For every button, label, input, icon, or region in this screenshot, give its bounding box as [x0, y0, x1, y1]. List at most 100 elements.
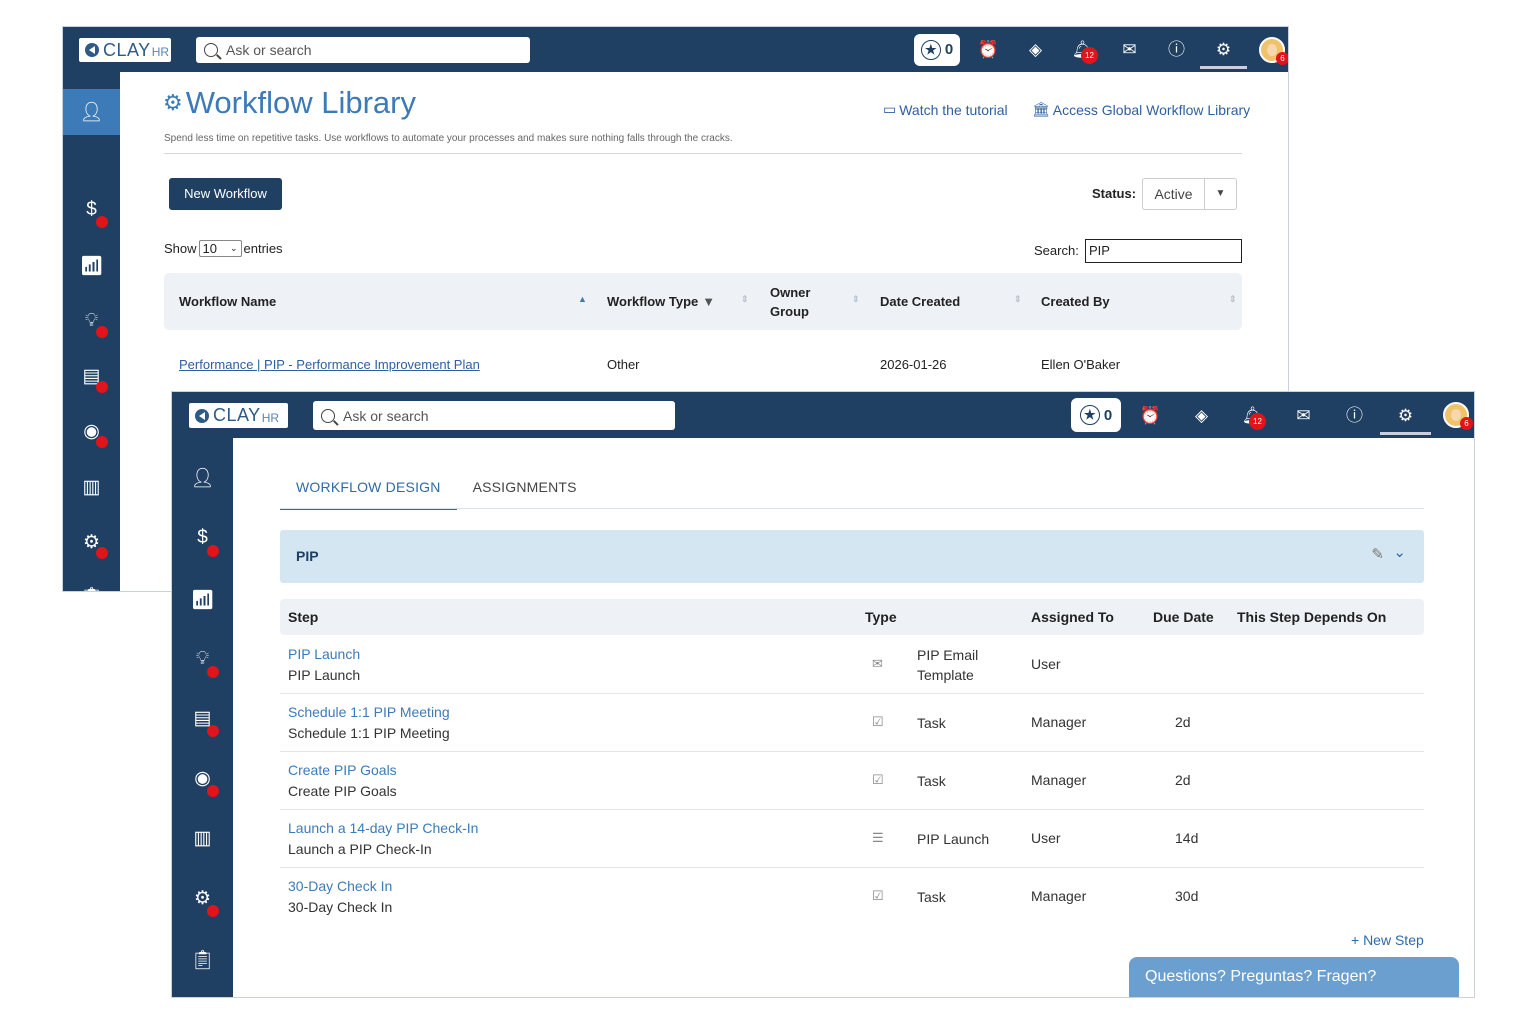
- mail-icon[interactable]: ✉: [1296, 405, 1311, 425]
- status-select[interactable]: Active ▼: [1142, 178, 1237, 210]
- sidebar-item-reports[interactable]: ▥: [63, 467, 120, 507]
- sidebar-item-ideas[interactable]: 💡︎: [63, 301, 120, 341]
- money-doc-icon: $: [86, 199, 97, 220]
- sidebar-item-profile[interactable]: ◉: [63, 411, 120, 451]
- pencil-icon[interactable]: ✎: [1371, 546, 1384, 563]
- step-title-link[interactable]: Create PIP Goals: [288, 762, 397, 778]
- help-icon[interactable]: ⓘ: [1346, 405, 1363, 425]
- sidebar-item-analytics[interactable]: 📶︎: [63, 246, 120, 286]
- layers-icon[interactable]: ◈: [1028, 40, 1043, 59]
- help-icon[interactable]: ⓘ: [1168, 40, 1185, 59]
- col-created-by[interactable]: Created By: [1041, 294, 1110, 309]
- gear-icon[interactable]: ⚙: [1200, 41, 1247, 69]
- sidebar-item-people[interactable]: 👤︎: [172, 458, 233, 498]
- sidebar-item-checklist[interactable]: 📋︎: [63, 577, 120, 591]
- user-circle-icon: ◉: [83, 420, 100, 442]
- workflow-type-cell: Other: [607, 357, 640, 372]
- table-row: 30-Day Check In 30-Day Check In ☑ Task M…: [280, 868, 1424, 926]
- bell-icon[interactable]: 🔔︎12: [1059, 41, 1106, 64]
- page-description: Spend less time on repetitive tasks. Use…: [164, 133, 733, 144]
- money-doc-icon: $: [197, 527, 208, 548]
- bell-icon[interactable]: 🔔︎12: [1227, 407, 1278, 430]
- step-subtitle: Create PIP Goals: [288, 783, 397, 799]
- star-icon: ★: [1079, 405, 1100, 425]
- sort-asc-icon[interactable]: ▲: [578, 294, 587, 304]
- workflow-icon: ⚙: [193, 887, 212, 909]
- sort-icon[interactable]: ⇕: [1014, 294, 1022, 304]
- people-icon: 👤︎: [190, 468, 215, 489]
- entries-select[interactable]: 10 ⌄: [198, 240, 242, 257]
- created-by-cell: Ellen O'Baker: [1041, 357, 1121, 372]
- step-title-link[interactable]: PIP Launch: [288, 646, 361, 662]
- sidebar-item-workflows[interactable]: ⚙: [172, 878, 233, 918]
- sidebar-item-profile[interactable]: ◉: [172, 758, 233, 798]
- search-placeholder: Ask or search: [226, 42, 312, 58]
- top-navbar: CLAY HR Ask or search ★ 0 ⏰ ◈ 🔔︎12 ✉ ⓘ ⚙…: [172, 392, 1474, 438]
- avatar[interactable]: 6: [1443, 402, 1473, 430]
- col-date-created[interactable]: Date Created: [880, 294, 961, 309]
- mail-icon[interactable]: ✉: [1122, 40, 1137, 59]
- logo-text: CLAY: [213, 405, 261, 425]
- user-circle-icon: ◉: [194, 767, 211, 789]
- gear-icon[interactable]: ⚙: [1380, 407, 1431, 435]
- lightbulb-icon: 💡︎: [84, 310, 99, 331]
- sort-icon[interactable]: ⇕: [1229, 294, 1237, 304]
- tab-assignments[interactable]: ASSIGNMENTS: [472, 479, 577, 495]
- clayhr-logo[interactable]: CLAY HR: [79, 38, 171, 62]
- global-search-input[interactable]: Ask or search: [196, 37, 530, 63]
- col-depends-on: This Step Depends On: [1237, 609, 1387, 625]
- sidebar-item-documents[interactable]: ▤: [172, 698, 233, 738]
- new-workflow-button[interactable]: New Workflow: [169, 178, 282, 210]
- avatar[interactable]: 6: [1259, 36, 1288, 65]
- status-value: Active: [1143, 179, 1205, 209]
- sort-icon[interactable]: ⇕: [852, 294, 860, 304]
- table-row: Schedule 1:1 PIP Meeting Schedule 1:1 PI…: [280, 694, 1424, 752]
- col-due-date: Due Date: [1153, 609, 1214, 625]
- step-title-link[interactable]: Schedule 1:1 PIP Meeting: [288, 704, 450, 720]
- alarm-clock-icon[interactable]: ⏰: [977, 40, 1000, 59]
- step-title-link[interactable]: Launch a 14-day PIP Check-In: [288, 820, 479, 836]
- sidebar-item-ideas[interactable]: 💡︎: [172, 639, 233, 679]
- clayhr-logo[interactable]: CLAY HR: [189, 403, 288, 428]
- recognition-button[interactable]: ★ 0: [914, 33, 960, 66]
- global-search-input[interactable]: Ask or search: [313, 401, 675, 430]
- logo-suffix: HR: [151, 45, 170, 59]
- caret-down-icon[interactable]: ▼: [1215, 188, 1226, 199]
- search-icon: [321, 408, 335, 423]
- sidebar-item-reports[interactable]: ▥: [172, 818, 233, 858]
- watch-tutorial-link[interactable]: ▭ Watch the tutorial: [883, 101, 1008, 118]
- col-owner-group[interactable]: Owner Group: [770, 284, 811, 319]
- step-due: 14d: [1175, 830, 1199, 846]
- sidebar-item-compensation[interactable]: $: [172, 518, 233, 558]
- avatar-badge: 6: [1276, 51, 1288, 65]
- sidebar-item-people[interactable]: 👤︎: [63, 89, 120, 135]
- table-search-input[interactable]: PIP: [1085, 239, 1242, 263]
- step-subtitle: 30-Day Check In: [288, 899, 393, 915]
- chat-widget-button[interactable]: Questions? Preguntas? Fragen?: [1129, 957, 1459, 997]
- workflow-name-link[interactable]: Performance | PIP - Performance Improvem…: [179, 357, 480, 372]
- workflow-title: PIP: [296, 548, 319, 564]
- sidebar-item-analytics[interactable]: 📶︎: [172, 580, 233, 620]
- people-icon: 👤︎: [79, 102, 104, 123]
- topbar-icons: ★ 0 ⏰ ◈ 🔔︎12 ✉ ⓘ ⚙ 6: [1071, 392, 1473, 438]
- sidebar-item-documents[interactable]: ▤: [63, 356, 120, 396]
- sidebar-item-checklist[interactable]: 📋︎: [172, 940, 233, 980]
- col-workflow-type[interactable]: Workflow Type ▼: [607, 294, 716, 309]
- avatar-badge: 6: [1460, 417, 1473, 430]
- access-global-library-link[interactable]: 🏛︎ Access Global Workflow Library: [1032, 101, 1251, 118]
- new-step-button[interactable]: + New Step: [1351, 932, 1424, 948]
- sort-icon[interactable]: ⇕: [741, 294, 749, 304]
- chevron-down-icon[interactable]: ⌄: [1393, 544, 1406, 561]
- recognition-button[interactable]: ★ 0: [1071, 398, 1121, 432]
- layers-icon[interactable]: ◈: [1194, 405, 1209, 425]
- workflow-icon: ⚙: [82, 531, 101, 553]
- col-type: Type: [865, 609, 897, 625]
- col-workflow-name[interactable]: Workflow Name: [179, 294, 277, 309]
- alarm-clock-icon[interactable]: ⏰: [1139, 405, 1162, 425]
- step-type-label: PIP Email Template: [917, 647, 979, 683]
- sidebar-item-compensation[interactable]: $: [63, 190, 120, 230]
- step-type-label: Task: [917, 773, 946, 789]
- step-title-link[interactable]: 30-Day Check In: [288, 878, 393, 894]
- sidebar-item-workflows[interactable]: ⚙: [63, 522, 120, 562]
- tab-workflow-design[interactable]: WORKFLOW DESIGN: [280, 478, 457, 510]
